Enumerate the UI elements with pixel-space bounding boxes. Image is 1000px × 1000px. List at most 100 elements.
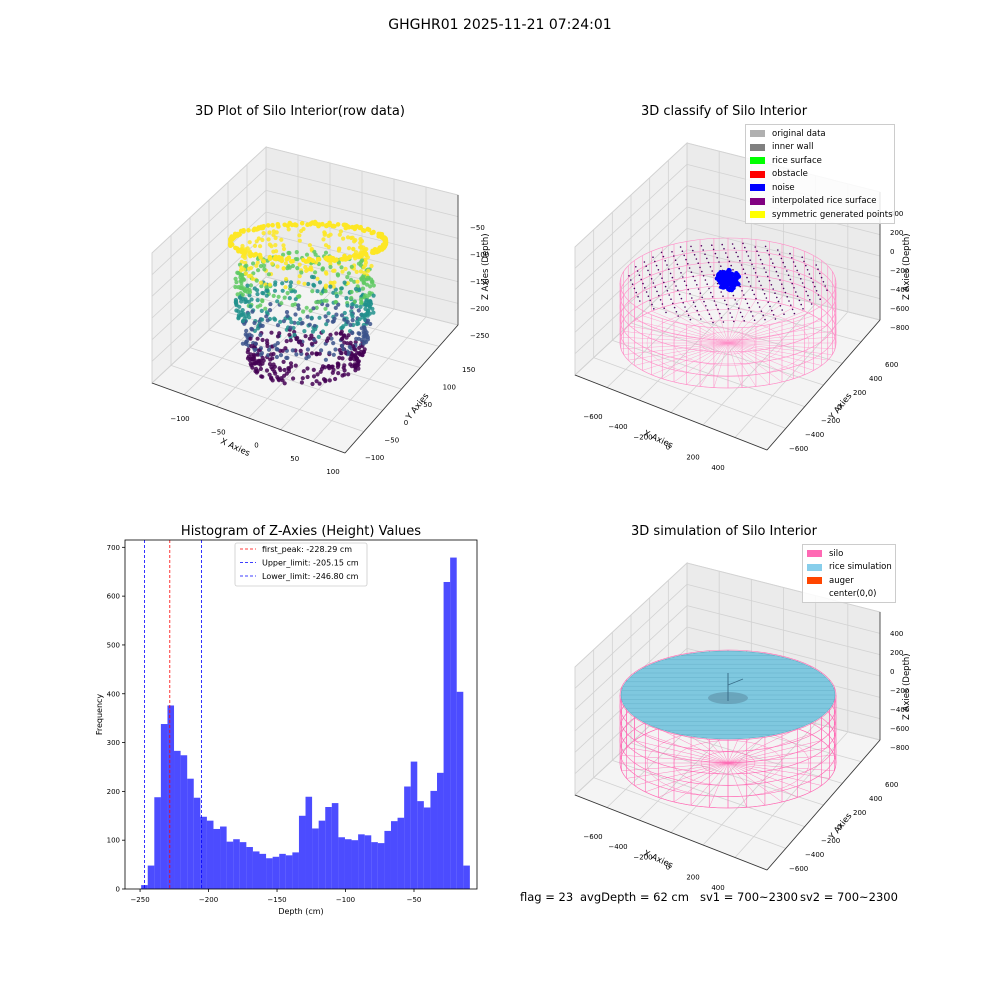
surface-point <box>770 258 772 260</box>
surface-point <box>767 301 769 303</box>
surface-point <box>770 284 773 286</box>
scatter-point <box>365 275 370 280</box>
surface-point <box>712 248 715 251</box>
surface-point <box>772 288 774 290</box>
scatter-point <box>270 261 275 266</box>
scatter-point <box>338 290 343 295</box>
surface-point <box>690 271 693 273</box>
scatter-point <box>250 356 255 361</box>
surface-point <box>692 249 694 252</box>
gridline <box>574 584 688 689</box>
scatter-point <box>346 333 351 338</box>
surface-point <box>692 275 694 278</box>
scatter-point <box>228 243 233 248</box>
surface-point <box>708 313 711 315</box>
scatter-point <box>275 222 281 227</box>
scatter-point <box>248 273 253 278</box>
legend-item: original data <box>746 127 894 141</box>
surface-point <box>635 291 637 294</box>
gridline <box>265 146 459 196</box>
scatter-point <box>233 284 238 290</box>
surface-point <box>789 278 792 281</box>
scatter-point <box>333 299 338 305</box>
surface-point <box>687 263 689 265</box>
surface-point <box>822 281 825 283</box>
surface-point <box>713 274 715 276</box>
gridline <box>151 276 267 384</box>
surface-point <box>722 321 725 323</box>
surface-point <box>753 293 755 296</box>
scatter-point <box>284 256 290 262</box>
surface-point <box>664 285 667 288</box>
scatter-point <box>323 285 328 290</box>
scatter-point <box>349 352 354 357</box>
legend-item: noise <box>746 181 894 195</box>
scatter-point <box>362 333 367 338</box>
y-tick-label: 200 <box>853 809 866 817</box>
scatter-point <box>277 331 282 336</box>
surface-point <box>702 275 705 277</box>
surface-point <box>758 254 760 257</box>
scatter-point <box>250 276 255 281</box>
surface-point <box>763 267 765 269</box>
scatter-point <box>333 347 338 352</box>
histogram-bar <box>423 807 431 889</box>
y-tick-label: 150 <box>462 366 475 374</box>
scatter-point <box>262 267 267 272</box>
gridline <box>151 168 267 275</box>
surface-point <box>706 309 709 311</box>
scatter-point <box>345 235 351 240</box>
surface-point <box>754 246 756 248</box>
scatter-point <box>288 325 293 330</box>
surface-point <box>697 262 699 264</box>
gridline <box>686 206 881 257</box>
scatter-point <box>317 280 323 285</box>
histogram-bar <box>272 856 280 889</box>
gridline <box>574 142 688 248</box>
scatter-point <box>256 268 261 273</box>
scatter-point <box>356 321 361 326</box>
surface-point <box>728 260 731 263</box>
y-tick-label: 0 <box>404 419 408 427</box>
histogram-bar <box>410 761 418 889</box>
x-tick-label: 600 <box>736 474 749 475</box>
histogram-bar <box>180 755 188 889</box>
silo-ring <box>619 261 837 353</box>
surface-point <box>692 301 695 303</box>
scatter-point <box>255 260 260 265</box>
surface-point <box>651 303 653 306</box>
scatter-point <box>328 280 333 285</box>
surface-point <box>649 273 651 276</box>
surface-point <box>754 272 757 274</box>
legend-item: symmetric generated points <box>746 208 894 222</box>
surface-point <box>715 304 717 306</box>
scatter-point <box>260 225 266 231</box>
surface-point <box>712 321 714 324</box>
scatter-point <box>329 336 334 341</box>
histogram-bar <box>390 821 398 889</box>
scatter-point <box>323 306 328 311</box>
surface-point <box>739 285 741 288</box>
x-tick-label: 0 <box>666 864 670 872</box>
scatter-point <box>275 299 280 304</box>
histogram-bar <box>147 865 155 889</box>
histogram-bar <box>167 705 175 889</box>
surface-point <box>720 265 722 267</box>
scatter-point <box>240 341 245 346</box>
scatter-point <box>283 346 288 351</box>
scatter-point <box>251 261 256 266</box>
surface-point <box>696 309 698 312</box>
scatter-point <box>240 308 245 313</box>
scatter-point <box>288 280 294 285</box>
scatter-point <box>289 320 294 325</box>
surface-point <box>656 290 658 293</box>
scatter-point <box>246 299 251 304</box>
x-tick-label: 400 <box>711 884 724 892</box>
scatter-point <box>349 295 354 301</box>
scatter-point <box>253 341 258 346</box>
scatter-point <box>334 312 339 317</box>
y-tick-label: 50 <box>423 401 432 409</box>
scatter-point <box>258 366 263 371</box>
surface-point <box>766 249 769 252</box>
scatter-point <box>261 231 266 236</box>
